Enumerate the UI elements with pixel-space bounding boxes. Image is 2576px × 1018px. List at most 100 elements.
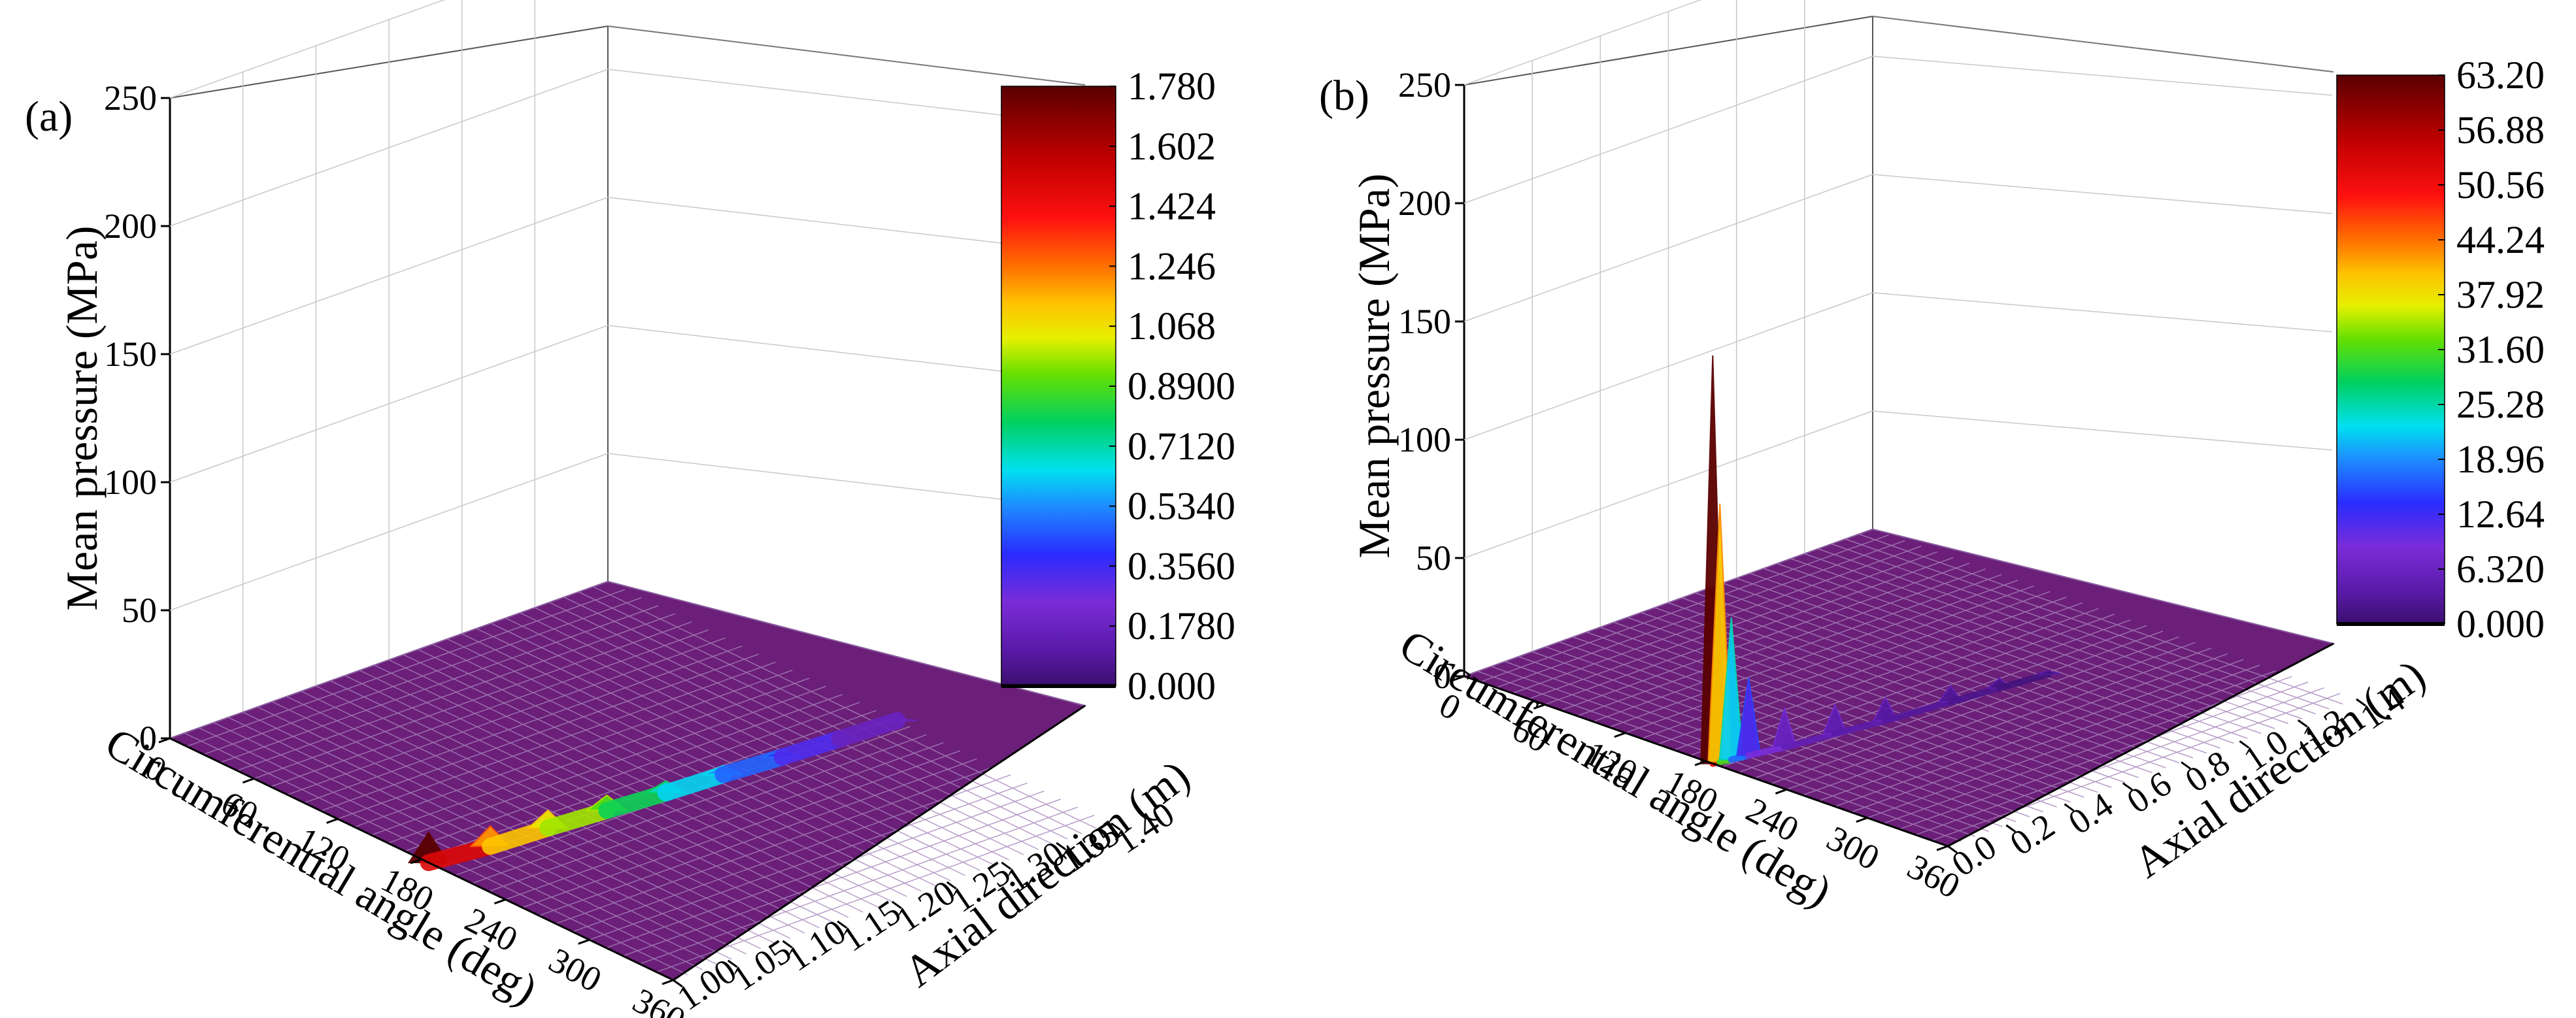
wall-gridline bbox=[1872, 174, 2333, 214]
z-tick-label: 0 bbox=[139, 719, 157, 758]
mesh-line bbox=[301, 691, 805, 934]
colorbar-tick-label: 12.64 bbox=[2456, 493, 2545, 536]
z-tick-label: 150 bbox=[104, 335, 157, 374]
x-tick-mark bbox=[158, 737, 171, 744]
panel-label: (b) bbox=[1319, 72, 1369, 120]
y-tick-mark bbox=[946, 881, 957, 890]
colorbar-tick-label: 6.320 bbox=[2456, 548, 2545, 591]
ridge-band bbox=[482, 819, 557, 855]
ridge-band bbox=[1882, 698, 1954, 724]
y-tick-mark bbox=[2064, 803, 2075, 812]
colorbar-tick-label: 25.28 bbox=[2456, 383, 2545, 426]
colorbar-tick-label: 1.068 bbox=[1128, 304, 1216, 348]
z-tick-label: 50 bbox=[122, 591, 157, 630]
mesh-line bbox=[1695, 592, 2180, 764]
z-axis-label: Mean pressure (MPa) bbox=[57, 225, 107, 610]
ridge-band bbox=[539, 802, 616, 837]
mesh-line bbox=[1559, 641, 2044, 813]
x-tick-mark bbox=[1533, 703, 1545, 710]
mesh-line bbox=[1586, 631, 2071, 803]
x-tick-mark bbox=[1856, 817, 1868, 823]
z-tick-label: 0 bbox=[1433, 657, 1451, 696]
x-tick-mark bbox=[410, 858, 422, 864]
mesh-line bbox=[360, 670, 863, 913]
colorbar-tick-label: 18.96 bbox=[2456, 438, 2545, 481]
mesh-line bbox=[447, 638, 951, 881]
mesh-line bbox=[1668, 602, 2152, 774]
y-tick-mark bbox=[673, 979, 683, 988]
mesh-line bbox=[432, 644, 937, 887]
z-axis-ticks: 0 50 100 150 200 250 bbox=[104, 78, 170, 758]
x-tick-label: 300 bbox=[543, 940, 608, 1000]
x-tick-mark bbox=[661, 979, 674, 985]
x-tick-mark bbox=[1614, 732, 1626, 738]
y-tick-mark bbox=[2356, 698, 2366, 707]
ridge-band bbox=[1996, 670, 2052, 691]
ridge-band bbox=[598, 784, 675, 819]
y-tick-mark bbox=[2181, 761, 2192, 770]
mesh-line bbox=[505, 617, 1009, 861]
colorbar-tick-label: 1.424 bbox=[1128, 185, 1216, 228]
y-tick-mark bbox=[727, 959, 738, 968]
y-tick-mark bbox=[782, 940, 793, 949]
colorbar-tick-label: 0.000 bbox=[2456, 602, 2545, 646]
colorbar-tick-label: 56.88 bbox=[2456, 108, 2545, 152]
x-tick-mark bbox=[1452, 675, 1465, 681]
z-tick-label: 200 bbox=[1398, 184, 1451, 223]
z-axis-ticks: 0 50 100 150 200 250 bbox=[1398, 65, 1464, 696]
colorbar-tick-label: 1.246 bbox=[1128, 244, 1216, 287]
mesh-line bbox=[1573, 636, 2057, 808]
mesh-line bbox=[1750, 572, 2234, 744]
colorbar-tick-label: 0.7120 bbox=[1128, 425, 1235, 468]
top-right-edge bbox=[607, 25, 1086, 86]
colorbar-tick-label: 50.56 bbox=[2456, 163, 2545, 206]
mesh-line bbox=[1531, 651, 2016, 823]
mesh-line bbox=[330, 680, 834, 923]
z-tick-label: 250 bbox=[104, 78, 157, 118]
wall-gridlines bbox=[1464, 0, 2333, 652]
mesh-line bbox=[213, 722, 718, 965]
x-tick-mark bbox=[242, 778, 254, 784]
mesh-line bbox=[403, 654, 907, 897]
colorbar-ticks: 63.20 56.88 50.56 44.24 37.92 31.60 25.28 18.96… bbox=[2438, 54, 2545, 646]
mesh-line bbox=[272, 701, 776, 944]
ridge-band bbox=[831, 712, 906, 747]
colorbar-tick-label: 1.780 bbox=[1128, 65, 1216, 108]
y-tick-mark bbox=[2122, 782, 2133, 791]
y-tick-mark bbox=[1947, 845, 1958, 854]
mesh-line bbox=[374, 665, 878, 908]
pressure-ridge bbox=[407, 712, 917, 872]
colorbar-tick-label: 0.000 bbox=[1128, 665, 1216, 708]
wall-gridline bbox=[1872, 292, 2333, 333]
x-tick-mark bbox=[493, 898, 506, 905]
ridge-band bbox=[420, 838, 499, 872]
mesh-line bbox=[286, 696, 790, 939]
surface-gridlines bbox=[1477, 533, 2343, 842]
surface-gridlines bbox=[184, 586, 1097, 976]
z-tick-label: 150 bbox=[1398, 302, 1451, 341]
mesh-line bbox=[1736, 578, 2220, 749]
colorbar-tick-label: 37.92 bbox=[2456, 273, 2545, 316]
mesh-line bbox=[1818, 548, 2302, 719]
wall-gridline bbox=[1872, 410, 2333, 451]
colorbar-tick-label: 63.20 bbox=[2456, 54, 2545, 97]
y-tick-mark bbox=[892, 900, 902, 910]
ridge-segment bbox=[2037, 670, 2061, 675]
y-tick-mark bbox=[1001, 861, 1012, 870]
mesh-line bbox=[1709, 587, 2194, 759]
z-tick-label: 250 bbox=[1398, 65, 1451, 105]
y-tick-mark bbox=[2005, 824, 2016, 833]
mesh-line bbox=[316, 685, 820, 928]
panel-label: (a) bbox=[25, 93, 73, 140]
x-tick-mark bbox=[578, 938, 590, 945]
ridge-band bbox=[1781, 731, 1839, 751]
y-tick-mark bbox=[1056, 842, 1067, 851]
colorbar-tick-label: 0.5340 bbox=[1128, 485, 1235, 528]
z-tick-label: 100 bbox=[1398, 420, 1451, 459]
y-tick-mark bbox=[837, 920, 848, 929]
y-tick-mark bbox=[1111, 822, 1121, 831]
ridge-segment bbox=[877, 718, 917, 721]
mesh-line bbox=[1518, 656, 2003, 827]
y-tick-mark bbox=[2239, 740, 2250, 749]
